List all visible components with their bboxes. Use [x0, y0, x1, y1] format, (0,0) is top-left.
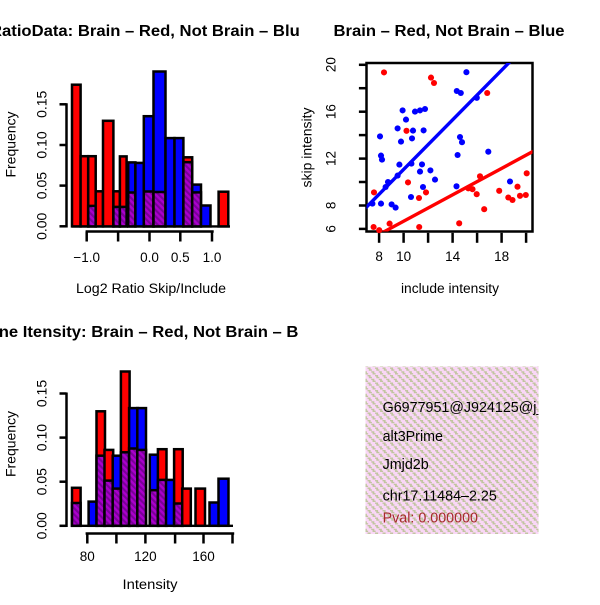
svg-text:120: 120 [134, 549, 157, 564]
svg-text:6: 6 [324, 225, 339, 233]
svg-text:18: 18 [494, 249, 509, 264]
svg-text:12: 12 [324, 151, 339, 166]
svg-text:include intensity: include intensity [401, 281, 500, 297]
svg-text:14: 14 [445, 249, 461, 264]
svg-text:0.10: 0.10 [34, 424, 50, 451]
svg-text:0.15: 0.15 [34, 380, 50, 407]
svg-text:Jmjd2b: Jmjd2b [383, 457, 429, 473]
svg-text:16: 16 [324, 104, 339, 119]
svg-text:skip intensity: skip intensity [300, 107, 316, 188]
svg-text:0.15: 0.15 [34, 90, 50, 117]
svg-text:1.0: 1.0 [203, 250, 222, 265]
svg-text:RatioData: Brain – Red, Not Br: RatioData: Brain – Red, Not Brain – Blue [0, 23, 309, 40]
svg-text:0.05: 0.05 [34, 468, 50, 495]
svg-text:Pval: 0.000000: Pval: 0.000000 [383, 510, 478, 526]
svg-text:Brain – Red, Not Brain – Blue: Brain – Red, Not Brain – Blue [334, 23, 565, 40]
svg-text:Frequency: Frequency [4, 410, 20, 477]
svg-text:chr17.11484–2.25: chr17.11484–2.25 [383, 489, 497, 505]
svg-text:0.10: 0.10 [34, 131, 50, 158]
svg-text:0.00: 0.00 [34, 512, 50, 539]
svg-text:0.5: 0.5 [171, 250, 190, 265]
svg-text:0.05: 0.05 [34, 172, 50, 199]
svg-text:10: 10 [396, 249, 411, 264]
svg-text:Log2 Ratio Skip/Include: Log2 Ratio Skip/Include [76, 281, 226, 297]
svg-text:0.00: 0.00 [34, 212, 50, 239]
svg-text:0.0: 0.0 [140, 250, 159, 265]
svg-text:Gene Itensity: Brain – Red, No: Gene Itensity: Brain – Red, Not Brain – … [0, 324, 323, 341]
svg-text:8: 8 [324, 202, 339, 210]
svg-text:80: 80 [80, 549, 95, 564]
svg-text:8: 8 [375, 249, 383, 264]
svg-text:alt3Prime: alt3Prime [383, 429, 443, 445]
svg-text:−1.0: −1.0 [73, 250, 100, 265]
svg-text:Intensity: Intensity [123, 577, 179, 593]
svg-text:Frequency: Frequency [4, 111, 20, 178]
svg-text:20: 20 [324, 57, 339, 72]
svg-text:160: 160 [192, 549, 215, 564]
svg-text:G6977951@J924125@j_: G6977951@J924125@j_ [383, 400, 546, 416]
